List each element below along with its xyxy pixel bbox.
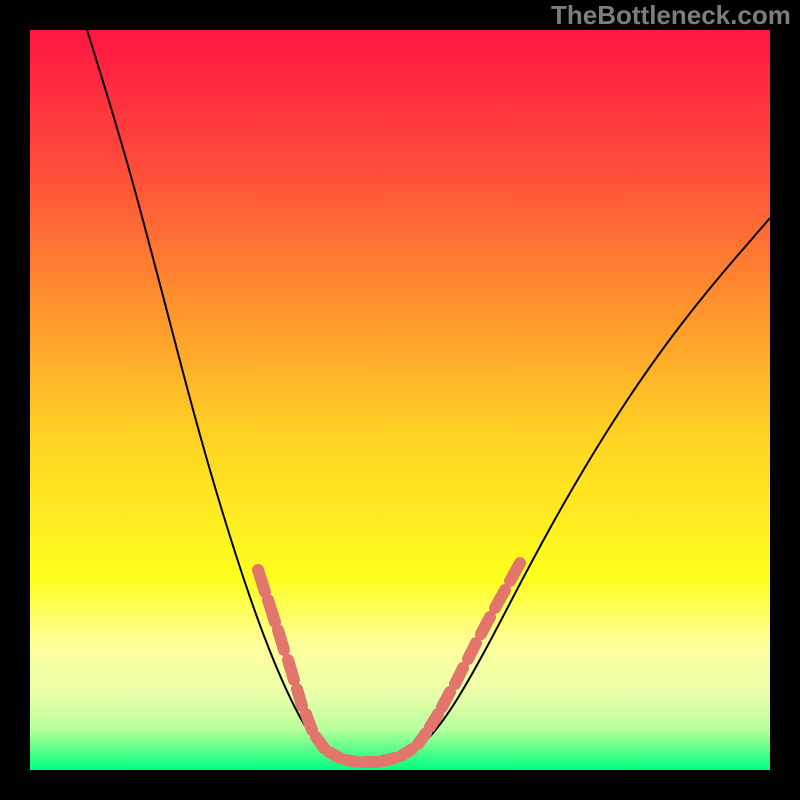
dash-segment — [288, 660, 294, 680]
frame-bottom — [0, 770, 800, 800]
dash-segment — [383, 758, 395, 761]
dash-segment — [418, 733, 426, 744]
watermark-text: TheBottleneck.com — [551, 0, 791, 31]
dash-segment — [401, 749, 412, 756]
dash-segment — [316, 737, 324, 748]
dash-segment — [278, 630, 284, 650]
dash-segment — [346, 760, 358, 762]
frame-left — [0, 0, 30, 800]
dash-segment — [455, 668, 463, 684]
dash-segment — [468, 643, 476, 659]
dash-segment — [329, 752, 340, 758]
plot-background — [30, 30, 770, 770]
dash-segment — [306, 714, 312, 730]
dash-segment — [268, 600, 275, 622]
frame-right — [770, 0, 800, 800]
dash-segment — [430, 714, 438, 727]
dash-segment — [481, 617, 490, 634]
dash-segment — [297, 689, 302, 706]
dash-segment — [258, 570, 265, 592]
dash-segment — [442, 692, 450, 707]
